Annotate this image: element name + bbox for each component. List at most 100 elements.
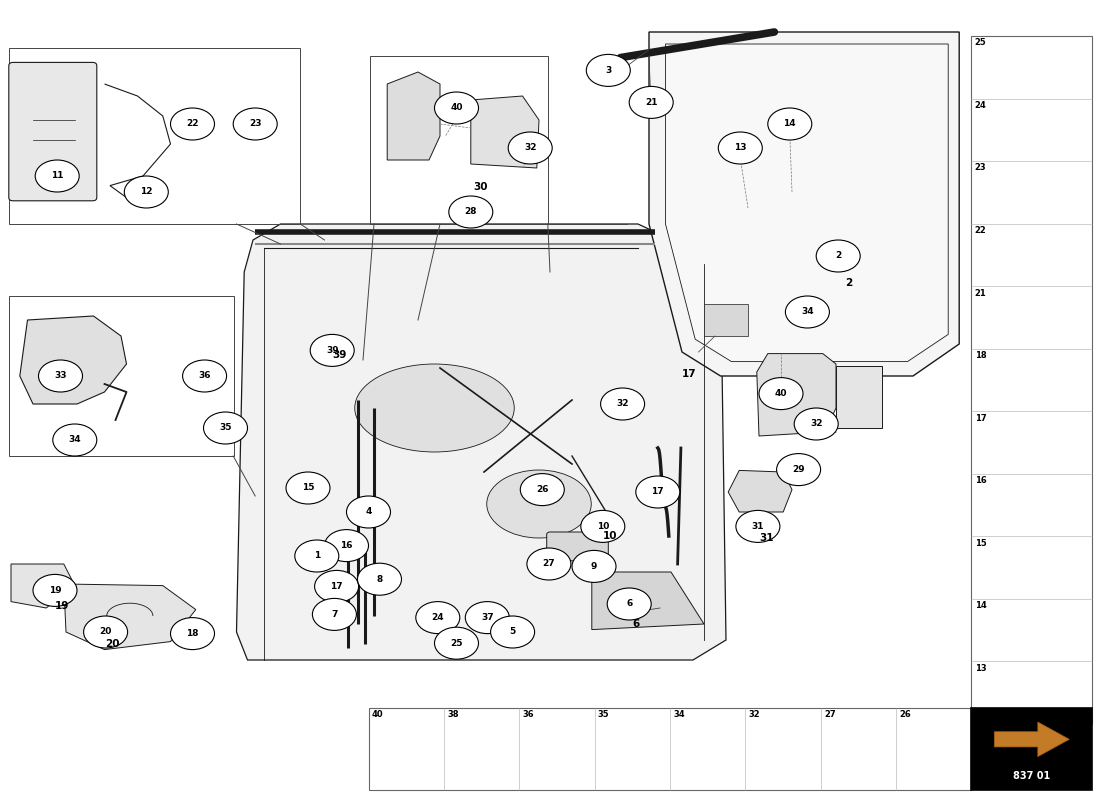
Circle shape <box>295 540 339 572</box>
Text: 33: 33 <box>54 371 67 381</box>
Text: 26: 26 <box>900 710 911 719</box>
Text: 31: 31 <box>759 533 773 542</box>
Text: 24: 24 <box>975 101 987 110</box>
Polygon shape <box>11 564 75 608</box>
Text: 6: 6 <box>626 599 632 609</box>
Text: 3: 3 <box>605 66 612 75</box>
Circle shape <box>84 616 128 648</box>
Text: 7: 7 <box>331 610 338 619</box>
Text: 12: 12 <box>140 187 153 197</box>
Polygon shape <box>649 32 959 376</box>
Text: 9: 9 <box>591 562 597 571</box>
Text: 28: 28 <box>464 207 477 217</box>
Text: 21: 21 <box>645 98 658 107</box>
Text: 16: 16 <box>975 476 987 486</box>
FancyBboxPatch shape <box>971 36 1092 724</box>
Text: 32: 32 <box>524 143 537 153</box>
Circle shape <box>53 424 97 456</box>
Text: 38: 38 <box>447 710 459 719</box>
Text: 39: 39 <box>332 350 346 360</box>
Text: 20: 20 <box>99 627 112 637</box>
Circle shape <box>310 334 354 366</box>
Circle shape <box>759 378 803 410</box>
Circle shape <box>581 510 625 542</box>
Circle shape <box>491 616 535 648</box>
Text: 4: 4 <box>365 507 372 517</box>
Polygon shape <box>64 584 196 650</box>
Text: 31: 31 <box>751 522 764 531</box>
Text: 29: 29 <box>792 465 805 474</box>
Circle shape <box>768 108 812 140</box>
Circle shape <box>816 240 860 272</box>
Text: 40: 40 <box>774 389 788 398</box>
Text: 24: 24 <box>431 613 444 622</box>
FancyBboxPatch shape <box>836 366 882 428</box>
Text: 22: 22 <box>186 119 199 129</box>
Text: 32: 32 <box>616 399 629 409</box>
Text: 23: 23 <box>975 163 987 173</box>
Text: 11: 11 <box>51 171 64 181</box>
Text: 18: 18 <box>975 351 987 360</box>
Circle shape <box>183 360 227 392</box>
Circle shape <box>170 618 214 650</box>
Polygon shape <box>387 72 440 160</box>
FancyBboxPatch shape <box>368 708 971 790</box>
Polygon shape <box>592 572 704 630</box>
Circle shape <box>572 550 616 582</box>
Circle shape <box>170 108 214 140</box>
Text: 10: 10 <box>603 531 617 541</box>
Circle shape <box>358 563 402 595</box>
Text: 26: 26 <box>536 485 549 494</box>
Circle shape <box>416 602 460 634</box>
Circle shape <box>449 196 493 228</box>
Text: 17: 17 <box>330 582 343 591</box>
Text: 8: 8 <box>376 574 383 584</box>
Circle shape <box>204 412 248 444</box>
Polygon shape <box>728 470 792 512</box>
Text: 34: 34 <box>673 710 685 719</box>
Text: 15: 15 <box>975 538 987 548</box>
FancyBboxPatch shape <box>547 532 608 561</box>
Circle shape <box>312 598 356 630</box>
Circle shape <box>315 570 359 602</box>
Circle shape <box>586 54 630 86</box>
Text: 6: 6 <box>632 619 640 629</box>
Text: 1: 1 <box>314 551 320 561</box>
Text: 837 01: 837 01 <box>1013 770 1050 781</box>
Polygon shape <box>704 304 748 336</box>
Text: 40: 40 <box>372 710 384 719</box>
Circle shape <box>286 472 330 504</box>
Text: 17: 17 <box>651 487 664 497</box>
Circle shape <box>233 108 277 140</box>
FancyBboxPatch shape <box>971 708 1092 790</box>
Text: 18: 18 <box>186 629 199 638</box>
Text: 2: 2 <box>835 251 842 261</box>
Text: 30: 30 <box>473 182 487 192</box>
Circle shape <box>736 510 780 542</box>
Polygon shape <box>666 44 948 362</box>
Polygon shape <box>994 722 1069 757</box>
Text: 13: 13 <box>975 664 987 673</box>
Text: 36: 36 <box>522 710 535 719</box>
Circle shape <box>346 496 390 528</box>
Text: 23: 23 <box>249 119 262 129</box>
Circle shape <box>794 408 838 440</box>
Text: 35: 35 <box>598 710 609 719</box>
Text: 37: 37 <box>481 613 494 622</box>
Text: 2: 2 <box>845 278 853 288</box>
Circle shape <box>124 176 168 208</box>
Circle shape <box>520 474 564 506</box>
Text: 25: 25 <box>450 638 463 648</box>
Circle shape <box>777 454 821 486</box>
Text: 39: 39 <box>326 346 339 355</box>
Text: 14: 14 <box>975 602 987 610</box>
Polygon shape <box>471 96 539 168</box>
Text: 14: 14 <box>783 119 796 129</box>
Circle shape <box>629 86 673 118</box>
Ellipse shape <box>354 364 515 452</box>
Text: 20: 20 <box>106 639 120 649</box>
Text: 17: 17 <box>975 414 987 422</box>
Text: 19: 19 <box>55 602 69 611</box>
Polygon shape <box>757 354 836 436</box>
Circle shape <box>33 574 77 606</box>
